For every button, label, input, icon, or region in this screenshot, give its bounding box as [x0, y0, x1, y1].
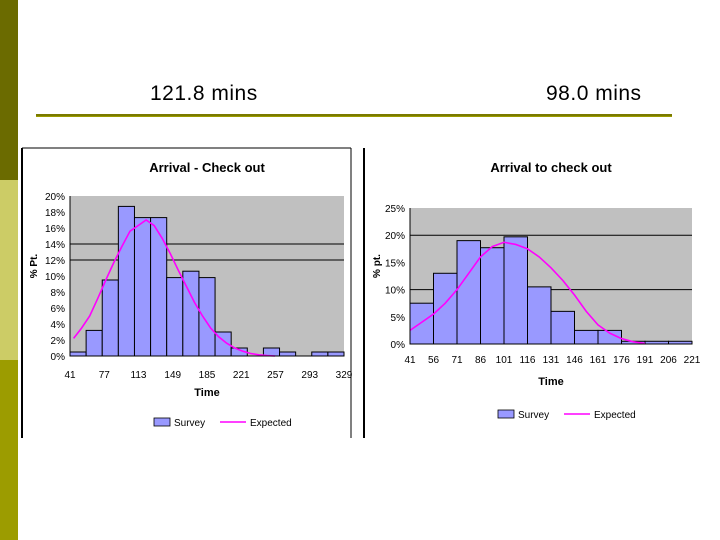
x-tick-label: 71 [451, 355, 463, 366]
x-tick-label: 77 [99, 370, 111, 381]
x-tick-label: 41 [64, 370, 76, 381]
survey-bar [574, 329, 599, 345]
x-tick-label: 149 [164, 370, 181, 381]
expected-line [409, 241, 646, 345]
x-tick-label: 221 [233, 370, 250, 381]
side-accent-light [0, 180, 18, 360]
y-tick-label: 15% [385, 258, 405, 269]
y-tick-label: 14% [45, 240, 65, 251]
x-tick-label: 146 [566, 355, 583, 366]
side-accent-mid [0, 360, 18, 540]
x-tick-label: 101 [496, 355, 513, 366]
x-tick-label: 113 [131, 370, 147, 381]
legend-survey-label: Survey [174, 418, 205, 429]
y-tick-label: 20% [45, 192, 65, 203]
y-tick-label: 25% [385, 204, 405, 215]
x-tick-label: 131 [543, 355, 560, 366]
survey-bar [503, 236, 528, 345]
legend-survey-swatch [153, 417, 171, 427]
expected-line [72, 219, 276, 357]
survey-bar [456, 240, 481, 345]
x-tick-label: 329 [336, 370, 353, 381]
y-tick-label: 5% [391, 313, 406, 324]
legend-survey-swatch [497, 409, 515, 419]
legend-expected-label: Expected [594, 410, 636, 421]
x-tick-label: 161 [590, 355, 607, 366]
survey-bar [550, 310, 575, 345]
x-tick-label: 221 [684, 355, 701, 366]
y-tick-label: 12% [45, 256, 65, 267]
x-tick-label: 257 [267, 370, 284, 381]
y-tick-label: 2% [51, 336, 66, 347]
x-tick-label: 116 [520, 355, 536, 366]
y-tick-label: 4% [51, 320, 66, 331]
right-duration-heading: 98.0 mins [546, 82, 642, 105]
y-axis-label: % Pt. [29, 254, 40, 279]
heading-divider [36, 114, 672, 117]
survey-bar [433, 272, 458, 345]
y-tick-label: 18% [45, 208, 65, 219]
x-axis-label: Time [194, 387, 219, 399]
legend-survey-label: Survey [518, 410, 549, 421]
x-tick-label: 293 [301, 370, 318, 381]
legend-expected-label: Expected [250, 418, 292, 429]
y-tick-label: 10% [45, 272, 65, 283]
left-duration-heading: 121.8 mins [150, 82, 258, 105]
y-tick-label: 0% [391, 340, 406, 351]
chart-title: Arrival to check out [490, 160, 612, 175]
x-tick-label: 185 [199, 370, 216, 381]
y-tick-label: 8% [51, 288, 66, 299]
x-tick-label: 56 [428, 355, 440, 366]
y-tick-label: 0% [51, 352, 66, 363]
survey-bar [527, 286, 552, 345]
chart-title: Arrival - Check out [149, 160, 265, 175]
x-tick-label: 191 [637, 355, 654, 366]
x-axis-label: Time [538, 376, 563, 388]
y-tick-label: 20% [385, 231, 405, 242]
survey-bar [409, 302, 434, 345]
x-tick-label: 206 [660, 355, 677, 366]
y-axis-label: % pt. [372, 254, 383, 278]
x-tick-label: 41 [404, 355, 416, 366]
side-accent-dark [0, 0, 18, 180]
y-tick-label: 16% [45, 224, 65, 235]
y-tick-label: 6% [51, 304, 66, 315]
y-tick-label: 10% [385, 286, 405, 297]
survey-bar [480, 247, 505, 345]
x-tick-label: 176 [613, 355, 630, 366]
x-tick-label: 86 [475, 355, 487, 366]
